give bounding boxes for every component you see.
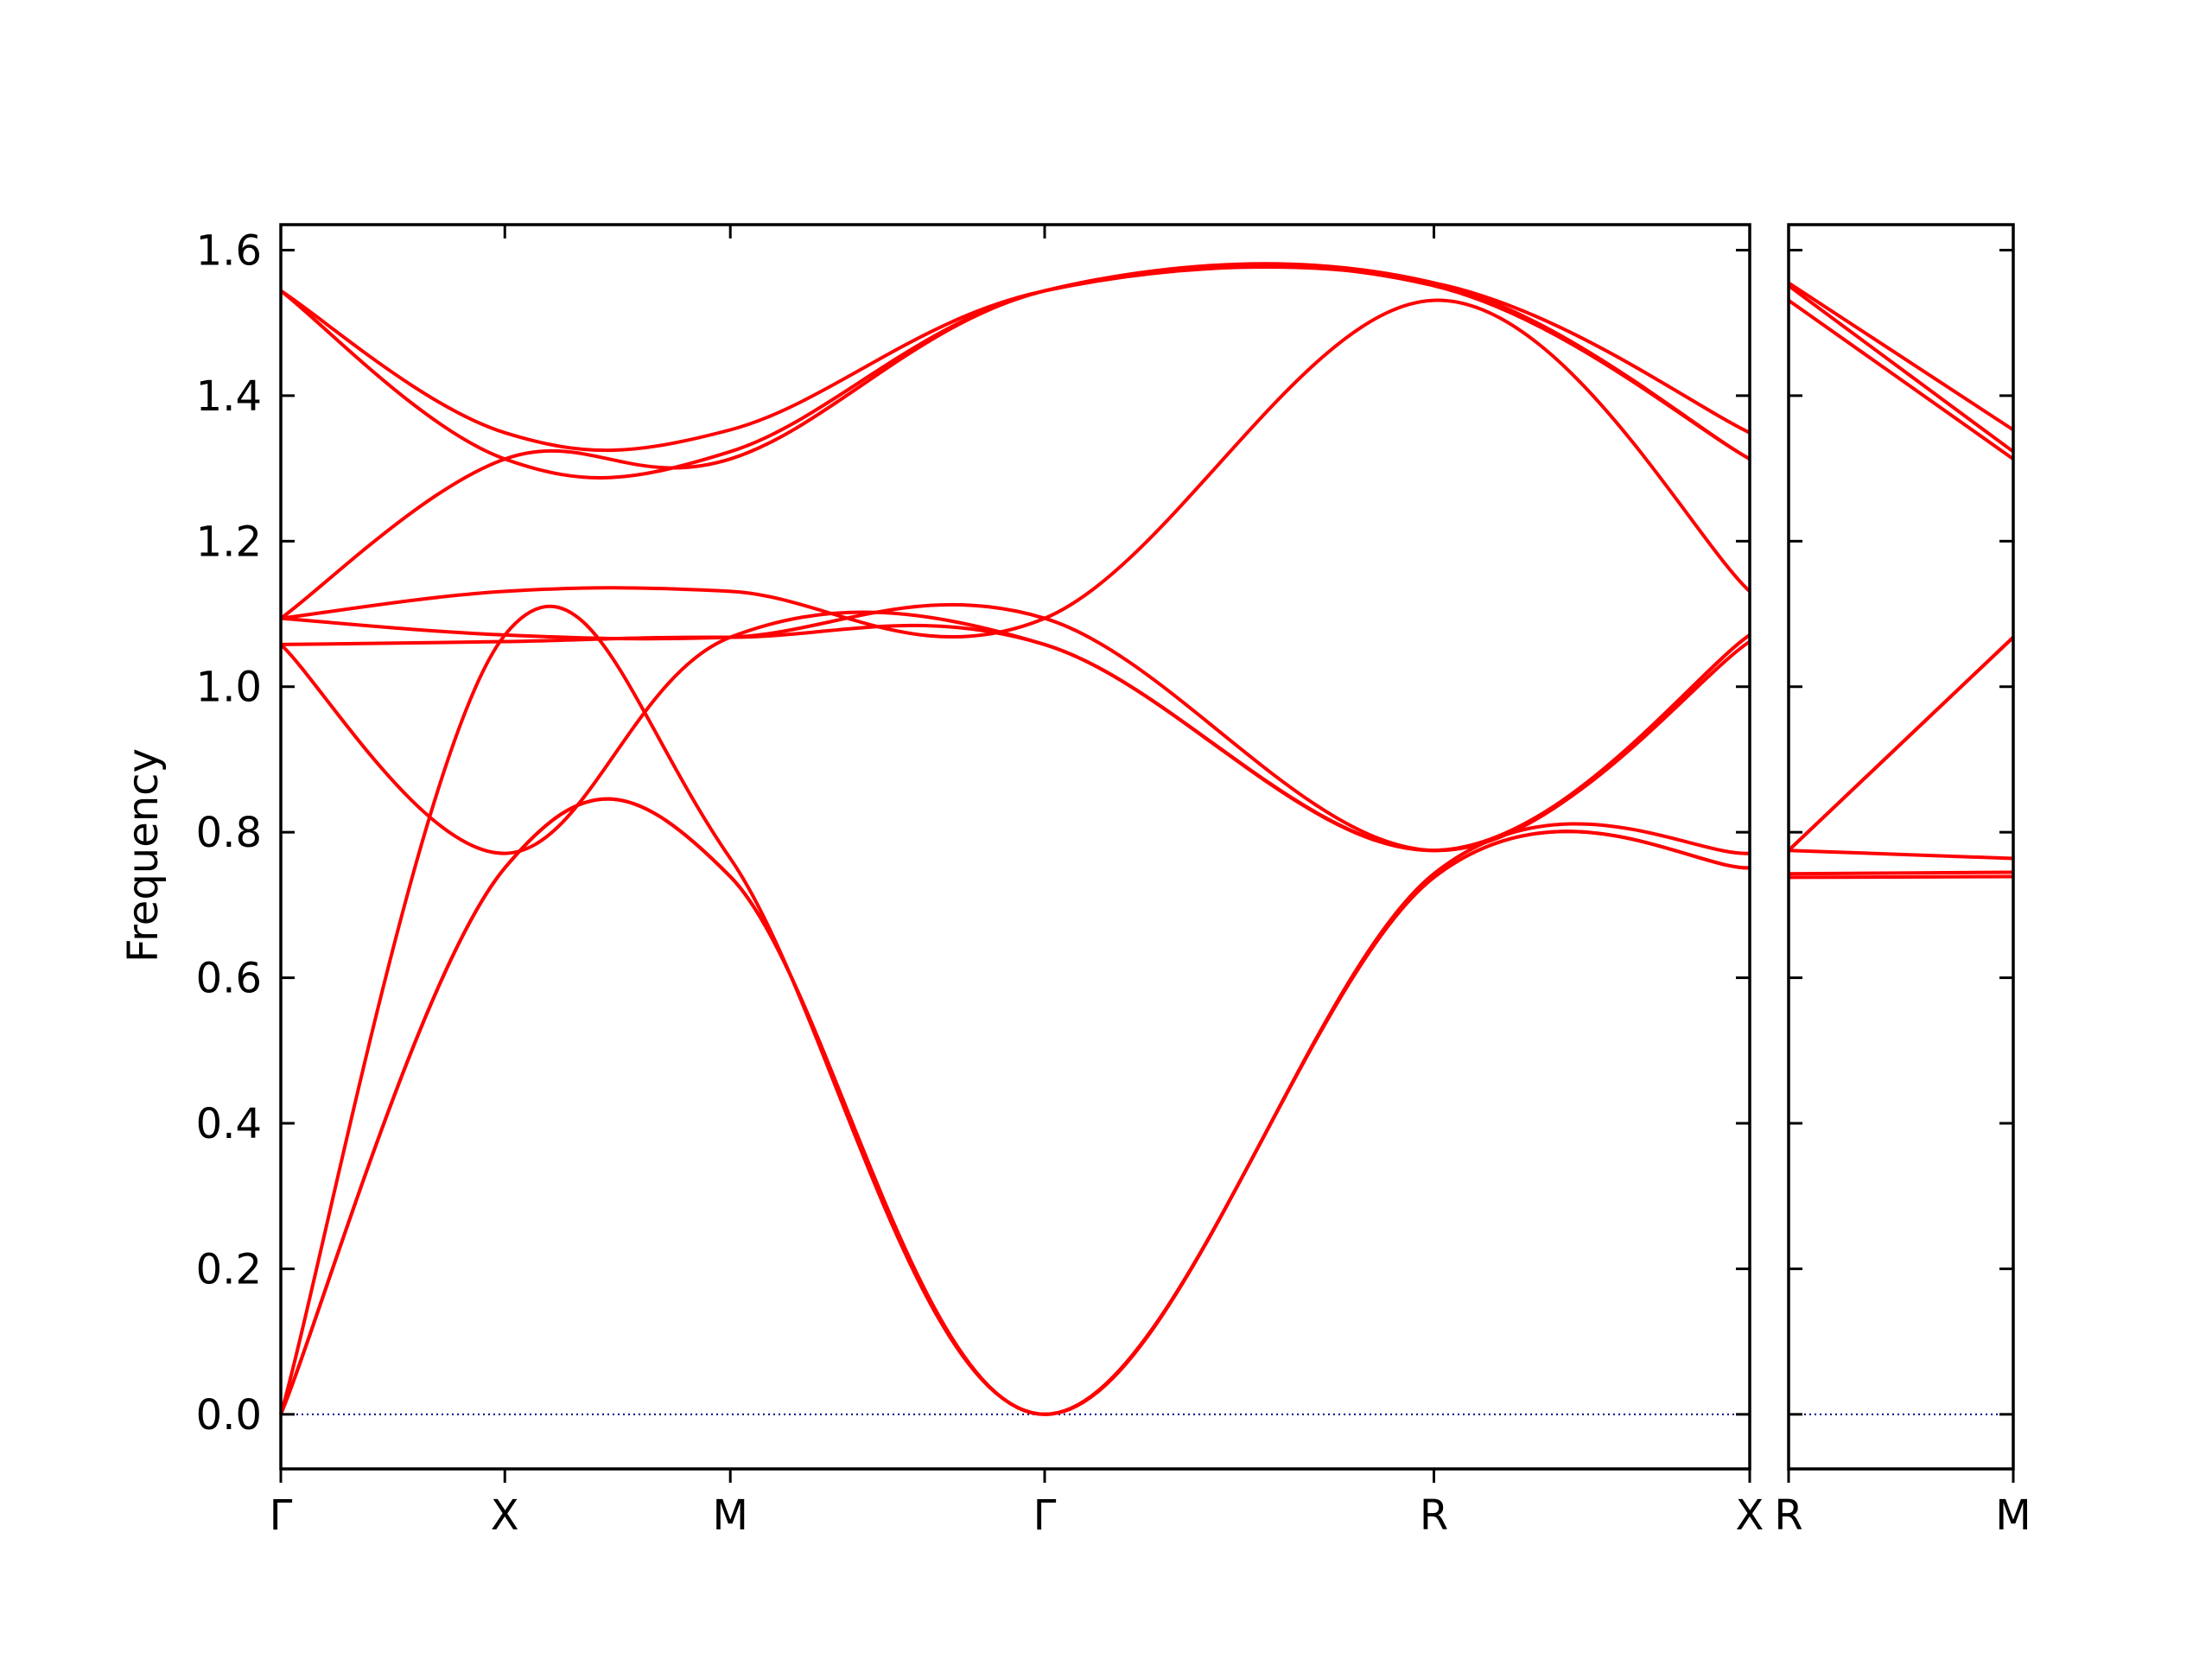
band-line-2-2 <box>1788 870 2014 876</box>
band-line-2-6 <box>1787 298 2015 461</box>
x-tick-label-1-4: R <box>1420 1491 1448 1540</box>
axis-ticks <box>279 225 2015 1483</box>
y-axis-label: Frequency <box>119 748 168 963</box>
y-tick-label-6: 1.2 <box>196 518 262 566</box>
y-tick-label-5: 1.0 <box>196 664 262 712</box>
band-line-1-6 <box>280 602 1751 853</box>
band-line-1-4 <box>279 610 1751 855</box>
band-lines <box>279 262 2015 1416</box>
x-tick-label-2-0: R <box>1774 1491 1802 1540</box>
band-line-2-5 <box>1787 636 2015 852</box>
band-line-1-2 <box>279 797 1751 1416</box>
axes-frames <box>279 223 2015 1471</box>
y-tick-label-1: 0.2 <box>196 1245 262 1294</box>
band-line-1-7 <box>280 298 1751 639</box>
panel-frame-2 <box>1787 223 2015 1471</box>
band-line-1-5 <box>280 623 1751 853</box>
band-line-1-10 <box>279 264 1751 453</box>
panel-frame-1 <box>279 223 1751 1471</box>
band-line-2-3 <box>1788 849 2014 861</box>
band-line-2-8 <box>1787 281 2015 432</box>
x-tick-label-1-0: Γ <box>270 1491 293 1540</box>
x-tick-label-1-3: Γ <box>1033 1491 1057 1540</box>
y-tick-label-7: 1.4 <box>196 372 262 421</box>
band-line-1-1 <box>279 797 1751 1416</box>
band-line-1-8 <box>279 263 1751 620</box>
y-tick-label-2: 0.4 <box>196 1100 262 1148</box>
x-tick-label-2-1: M <box>1995 1491 2031 1540</box>
axis-tick-labels: Γ X M Γ R X R M0.00.20.40.60.81.01.21.41.6 <box>196 226 2031 1540</box>
band-line-1-3 <box>279 604 1751 1416</box>
band-line-2-1 <box>1788 874 2014 880</box>
y-tick-label-4: 0.8 <box>196 809 262 857</box>
x-tick-label-1-1: X <box>491 1491 519 1540</box>
y-tick-label-0: 0.0 <box>196 1391 262 1440</box>
y-tick-label-3: 0.6 <box>196 955 262 1003</box>
band-line-2-7 <box>1787 284 2015 454</box>
x-tick-label-1-5: X <box>1736 1491 1764 1540</box>
x-tick-label-1-2: M <box>712 1491 747 1540</box>
y-tick-label-8: 1.6 <box>196 226 262 275</box>
band-line-1-9 <box>279 262 1751 480</box>
